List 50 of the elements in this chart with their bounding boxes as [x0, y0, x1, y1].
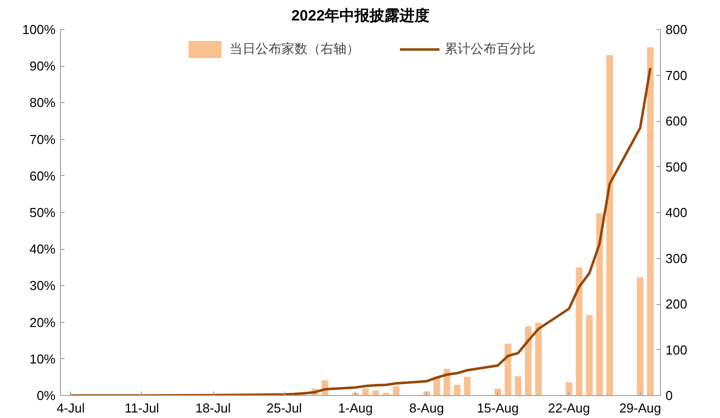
bar: [647, 47, 654, 396]
bar: [464, 376, 471, 396]
x-tick-label: 22-Aug: [548, 400, 590, 416]
y2-tick-label: 700: [666, 68, 688, 83]
y-tick-label: 60%: [29, 168, 56, 184]
bar: [636, 277, 644, 396]
chart-title: 2022年中报披露进度: [291, 6, 430, 24]
bar: [514, 376, 522, 396]
y2-tick-label: 500: [666, 159, 688, 174]
y2-tick-label: 0: [666, 388, 673, 403]
bar: [392, 386, 400, 396]
bar: [535, 322, 542, 396]
y-tick-label: 70%: [29, 132, 56, 147]
x-tick-label: 29-Aug: [619, 400, 662, 416]
y-tick-label: 100%: [22, 22, 56, 37]
bar: [576, 267, 582, 396]
bar: [525, 326, 532, 396]
y-tick-label: 20%: [29, 314, 56, 330]
bar: [382, 392, 390, 396]
x-tick-label: 15-Aug: [476, 400, 519, 416]
y-tick-label: 0%: [36, 388, 56, 403]
y-tick-label: 10%: [29, 351, 56, 366]
y2-tick-label: 800: [666, 22, 688, 37]
y2-tick-label: 600: [666, 114, 688, 128]
bar: [362, 388, 369, 396]
y-tick-label: 50%: [29, 205, 56, 220]
y-tick-label: 30%: [29, 278, 56, 294]
y2-tick-label: 200: [666, 296, 688, 312]
y2-tick-label: 300: [666, 250, 688, 266]
y2-tick-label: 100: [666, 342, 688, 358]
y2-tick-label: 400: [666, 205, 688, 220]
bar: [586, 314, 593, 396]
x-tick-label: 8-Aug: [409, 400, 444, 416]
y-tick-label: 80%: [29, 95, 56, 110]
y-tick-label: 40%: [29, 242, 56, 257]
x-tick-label: 4-Jul: [56, 400, 85, 416]
bar: [504, 344, 512, 396]
x-tick-label: 1-Aug: [338, 400, 373, 416]
x-tick-label: 25-Jul: [266, 400, 302, 416]
legend-label: 累计公布百分比: [444, 40, 536, 58]
bar: [454, 384, 460, 396]
x-tick-label: 18-Jul: [195, 400, 231, 416]
x-tick-label: 11-Jul: [124, 400, 160, 416]
legend-label: 当日公布家数（右轴）: [230, 40, 360, 58]
bar: [566, 382, 572, 396]
y-tick-label: 90%: [29, 58, 56, 74]
line-series: [69, 66, 652, 396]
bar: [372, 390, 380, 396]
bar: [596, 213, 603, 396]
bar: [606, 55, 613, 396]
